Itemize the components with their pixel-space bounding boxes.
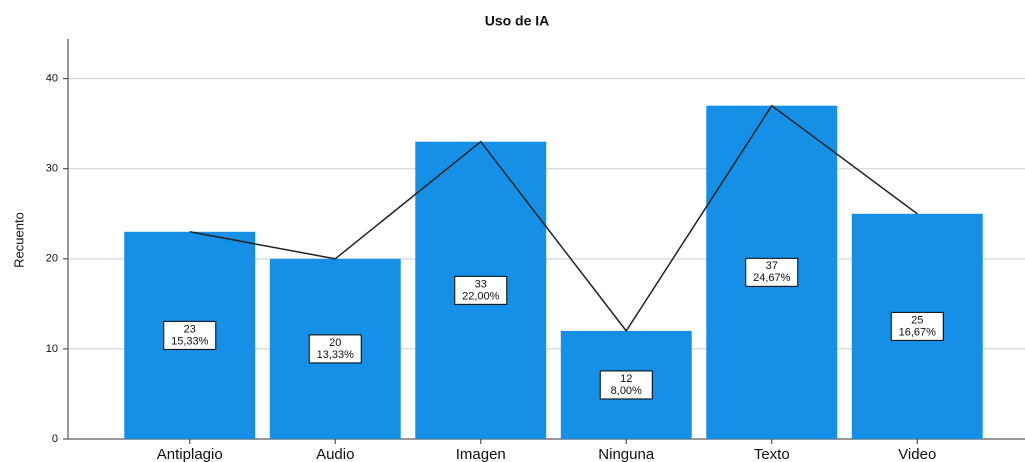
- x-tick-label: Video: [898, 446, 936, 462]
- y-tick-label: 40: [46, 73, 58, 85]
- data-label-box: [454, 275, 508, 305]
- x-tick-label: Antiplagio: [157, 446, 223, 462]
- data-label-box: [308, 334, 362, 364]
- x-tick-label: Ninguna: [598, 446, 655, 462]
- data-label-box: [599, 370, 653, 400]
- data-label-box: [163, 320, 217, 350]
- x-tick-label: Imagen: [456, 446, 506, 462]
- data-label: 12: [620, 373, 632, 385]
- percent-label: 22,00%: [462, 290, 500, 302]
- y-tick-label: 10: [46, 343, 58, 355]
- y-tick-label: 20: [46, 253, 58, 265]
- data-label: 25: [911, 314, 923, 326]
- chart-title: Uso de IA: [485, 13, 550, 29]
- data-label: 20: [329, 337, 341, 349]
- data-label-box: [890, 311, 944, 341]
- data-label: 37: [766, 260, 778, 272]
- x-tick-label: Audio: [316, 446, 354, 462]
- percent-label: 13,33%: [317, 349, 355, 361]
- percent-label: 16,67%: [899, 326, 937, 338]
- percent-label: 15,33%: [171, 335, 209, 347]
- y-tick-label: 0: [52, 433, 58, 445]
- x-tick-label: Texto: [754, 446, 790, 462]
- line: [189, 104, 918, 333]
- y-axis-label: Recuento: [11, 212, 26, 268]
- data-label-box: [745, 257, 799, 287]
- y-tick-label: 30: [46, 163, 58, 175]
- data-label: 23: [184, 323, 196, 335]
- data-label: 33: [475, 278, 487, 290]
- percent-label: 24,67%: [753, 272, 791, 284]
- percent-label: 8,00%: [611, 385, 642, 397]
